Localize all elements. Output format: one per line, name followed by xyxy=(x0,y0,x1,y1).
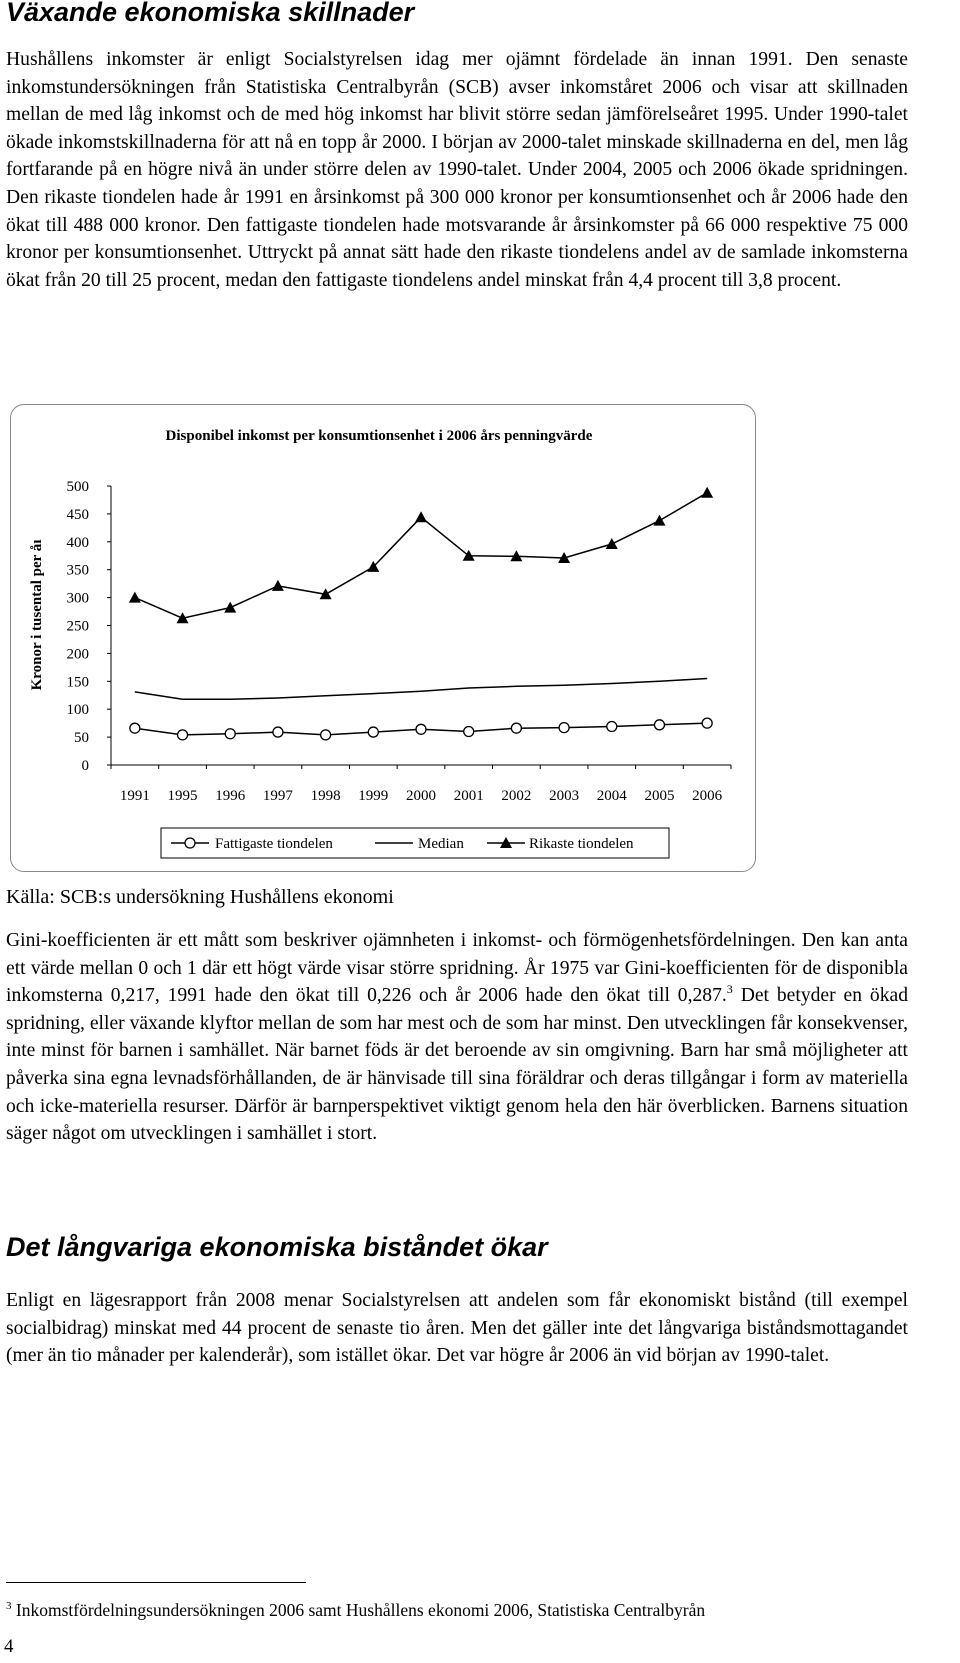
data-point-triangle xyxy=(224,601,237,613)
x-tick-label: 2006 xyxy=(692,788,723,804)
data-point-triangle xyxy=(605,538,618,550)
y-axis-label: Kronor i tusental per åı xyxy=(29,540,45,691)
legend-marker-circle xyxy=(184,837,196,849)
data-point-triangle xyxy=(128,591,141,603)
data-point-triangle xyxy=(176,612,189,624)
data-point-triangle xyxy=(415,511,427,523)
data-point-triangle xyxy=(271,579,284,591)
y-tick-label: 400 xyxy=(67,535,90,551)
data-point-triangle xyxy=(653,514,666,526)
data-point-circle xyxy=(415,723,427,735)
data-point-circle xyxy=(558,721,570,734)
paragraph-gini-text: Gini-koefficienten är ett mått som beskr… xyxy=(6,930,908,1007)
y-tick-label: 350 xyxy=(67,563,90,579)
x-tick-label: 2001 xyxy=(454,788,484,804)
y-tick-label: 200 xyxy=(67,646,90,662)
data-point-triangle xyxy=(367,560,380,572)
x-tick-label: 2002 xyxy=(501,788,531,804)
x-tick-label: 1995 xyxy=(168,788,198,804)
y-tick-label: 100 xyxy=(67,702,90,718)
legend-marker-triangle xyxy=(500,837,512,848)
page-number: 4 xyxy=(4,1636,14,1657)
section-heading-growing-differences: Växande ekonomiska skillnader xyxy=(6,0,415,27)
legend-label: Rikaste tiondelen xyxy=(529,836,634,852)
footnote-reference[interactable]: 3 xyxy=(726,982,733,997)
x-tick-label: 1998 xyxy=(311,788,341,804)
chart-title: Disponibel inkomst per konsumtionsenhet … xyxy=(166,428,593,444)
legend-box xyxy=(160,827,670,859)
data-point-circle xyxy=(319,729,332,741)
footnote-number: 3 xyxy=(6,1600,12,1612)
legend-label: Fattigaste tiondelen xyxy=(215,836,333,852)
y-tick-label: 50 xyxy=(74,730,89,746)
source-note: Källa: SCB:s undersökning Hushållens eko… xyxy=(6,886,394,908)
data-point-triangle xyxy=(510,550,523,562)
paragraph-assistance: Enligt en lägesrapport från 2008 menar S… xyxy=(6,1290,908,1367)
data-point-circle xyxy=(463,725,475,738)
x-tick-label: 2003 xyxy=(549,788,579,804)
x-tick-label: 2004 xyxy=(597,788,628,804)
x-tick-label: 1997 xyxy=(263,788,294,804)
paragraph-income-differences: Hushållens inkomster är enligt Socialsty… xyxy=(6,49,908,291)
data-point-circle xyxy=(176,729,189,741)
data-point-triangle xyxy=(558,551,571,563)
data-point-circle xyxy=(701,717,713,729)
paragraph-gini-text-cont: Det betyder en ökad spridning, eller väx… xyxy=(6,985,908,1145)
y-tick-label: 500 xyxy=(67,479,90,495)
income-line-chart: Disponibel inkomst per konsumtionsenhet … xyxy=(29,428,732,859)
paragraph-gini: Gini-koefficienten är ett mått som beskr… xyxy=(6,927,908,1148)
y-tick-label: 0 xyxy=(82,758,90,774)
x-tick-label: 1999 xyxy=(358,788,388,804)
data-point-circle xyxy=(129,722,141,734)
x-tick-label: 1991 xyxy=(120,788,150,804)
footnote-separator xyxy=(6,1582,306,1583)
series-line-median xyxy=(134,677,708,700)
x-tick-label: 1996 xyxy=(215,788,246,804)
legend-label: Median xyxy=(418,836,464,852)
data-point-triangle xyxy=(319,588,332,600)
x-tick-label: 2000 xyxy=(406,788,436,804)
data-point-circle xyxy=(272,726,284,738)
footnote: 3 Inkomstfördelningsundersökningen 2006 … xyxy=(6,1600,705,1621)
data-point-circle xyxy=(510,722,523,734)
data-point-circle xyxy=(367,726,379,738)
section-heading-long-term-assistance: Det långvariga ekonomiska biståndet ökar xyxy=(6,1232,548,1262)
y-tick-label: 150 xyxy=(67,674,90,690)
footnote-text: Inkomstfördelningsundersökningen 2006 sa… xyxy=(15,1600,706,1620)
x-tick-label: 2005 xyxy=(644,788,674,804)
data-point-circle xyxy=(224,728,236,740)
data-point-triangle xyxy=(701,486,714,498)
y-tick-label: 300 xyxy=(67,591,90,607)
chart-frame: Disponibel inkomst per konsumtionsenhet … xyxy=(10,404,756,872)
data-point-circle xyxy=(606,720,618,733)
y-tick-label: 250 xyxy=(67,619,90,635)
data-point-triangle xyxy=(462,549,475,561)
y-tick-label: 450 xyxy=(67,507,90,523)
data-point-circle xyxy=(653,719,666,731)
